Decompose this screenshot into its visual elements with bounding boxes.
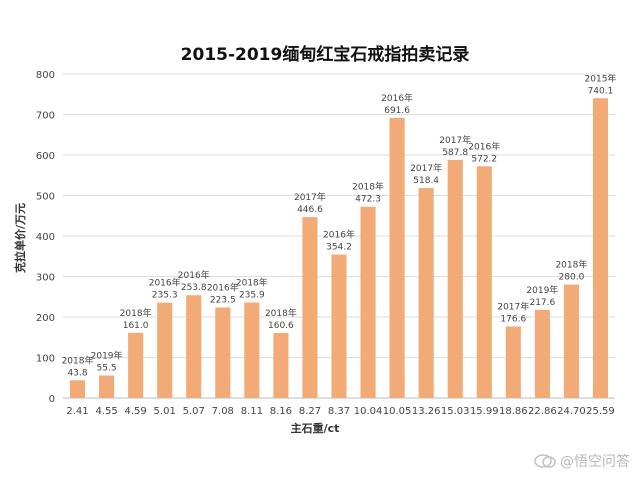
chart-title: 2015-2019缅甸红宝石戒指拍卖记录 [181, 44, 470, 65]
bar [128, 332, 144, 398]
bar [360, 206, 376, 398]
y-tick-label: 300 [36, 273, 55, 284]
value-label: 446.6 [297, 205, 323, 215]
year-label: 2018年 [120, 307, 152, 319]
value-label: 176.6 [500, 314, 526, 324]
x-tick-label: 10.04 [354, 406, 383, 417]
bar [389, 117, 405, 398]
y-tick-label: 600 [36, 151, 55, 162]
bar [99, 375, 115, 398]
year-label: 2015年 [585, 72, 617, 84]
bar [186, 295, 202, 398]
y-tick-label: 400 [36, 232, 55, 243]
year-label: 2019年 [526, 284, 558, 296]
x-tick-label: 2.41 [66, 406, 88, 417]
x-tick-label: 25.59 [586, 406, 615, 417]
x-tick-label: 24.70 [557, 406, 586, 417]
value-label: 572.2 [471, 154, 497, 164]
year-label: 2016年 [381, 92, 413, 104]
value-label: 161.0 [123, 321, 149, 331]
bar [592, 98, 609, 399]
year-label: 2018年 [352, 181, 384, 193]
value-label: 223.5 [210, 295, 236, 305]
value-label: 472.3 [355, 195, 381, 205]
value-label: 217.6 [529, 298, 555, 308]
bar [244, 302, 260, 398]
year-label: 2016年 [468, 140, 500, 152]
bar [69, 380, 86, 398]
watermark-text: @悟空问答 [560, 454, 630, 470]
chart-frame: 2015-2019缅甸红宝石戒指拍卖记录 0 100 200 300 400 500 600… [10, 22, 630, 454]
x-tick-label: 13.26 [412, 406, 441, 417]
y-axis-ticks: 0 100 200 300 400 500 600 700 800 [36, 70, 55, 405]
year-label: 2018年 [555, 259, 587, 271]
y-tick-label: 700 [36, 111, 55, 122]
value-label: 235.3 [152, 291, 178, 301]
x-tick-label: 7.08 [212, 406, 234, 417]
value-label: 740.1 [588, 86, 614, 96]
y-tick-label: 200 [36, 313, 55, 324]
x-tick-label: 8.37 [328, 406, 350, 417]
y-tick-label: 500 [36, 192, 55, 203]
ruby-ring-auction-chart: 2015-2019缅甸红宝石戒指拍卖记录 0 100 200 300 400 500 600… [13, 44, 617, 435]
bars [69, 98, 609, 399]
value-label: 253.8 [181, 283, 207, 293]
x-tick-label: 5.01 [154, 406, 176, 417]
year-label: 2018年 [265, 307, 297, 319]
value-label: 518.4 [413, 176, 439, 186]
year-label: 2016年 [323, 229, 355, 241]
year-label: 2016年 [149, 277, 181, 289]
bar [476, 166, 492, 398]
x-axis-ticks: 2.41 4.55 4.59 5.01 5.07 7.08 8.11 8.16 8.27 8.37… [66, 406, 614, 417]
bar [302, 217, 318, 398]
bar [273, 332, 289, 398]
value-label: 280.0 [559, 273, 585, 283]
y-axis-label: 克拉单价/万元 [13, 203, 27, 273]
y-tick-label: 0 [49, 394, 55, 405]
x-tick-label: 10.05 [383, 406, 412, 417]
value-label: 235.9 [239, 290, 265, 300]
chat-bubble-icon [534, 454, 556, 468]
watermark: @悟空问答 [534, 451, 630, 471]
x-axis-label: 主石重/ct [291, 421, 340, 435]
year-label: 2019年 [91, 350, 123, 362]
value-label: 691.6 [384, 106, 410, 116]
year-label: 2017年 [497, 300, 529, 312]
gridlines [63, 73, 615, 399]
y-tick-label: 100 [36, 354, 55, 365]
bar [563, 284, 579, 398]
x-tick-label: 5.07 [183, 406, 205, 417]
value-label: 354.2 [326, 243, 352, 253]
value-label: 43.8 [68, 368, 88, 378]
x-tick-label: 8.11 [241, 406, 263, 417]
x-tick-label: 8.27 [299, 406, 321, 417]
bar [418, 188, 434, 398]
bar [331, 254, 347, 398]
x-tick-label: 18.86 [499, 406, 528, 417]
x-tick-label: 15.99 [470, 406, 499, 417]
value-label: 55.5 [97, 364, 117, 374]
year-label: 2016年 [207, 281, 239, 293]
x-tick-label: 15.03 [441, 406, 470, 417]
bar [534, 309, 550, 398]
bar [215, 307, 231, 398]
y-tick-label: 800 [36, 70, 55, 81]
data-labels: 2018年43.82019年55.52018年161.02016年235.320… [62, 72, 617, 378]
value-label: 587.8 [442, 148, 468, 158]
year-label: 2016年 [178, 269, 210, 281]
year-label: 2017年 [410, 162, 442, 174]
bar [447, 159, 463, 398]
x-tick-label: 4.59 [124, 406, 146, 417]
x-tick-label: 8.16 [270, 406, 292, 417]
year-label: 2018年 [236, 276, 268, 288]
bar [505, 326, 521, 398]
year-label: 2017年 [294, 191, 326, 203]
year-label: 2017年 [439, 134, 471, 146]
x-tick-label: 22.86 [528, 406, 557, 417]
x-tick-label: 4.55 [95, 406, 117, 417]
bar [157, 302, 173, 398]
value-label: 160.6 [268, 321, 294, 331]
year-label: 2018年 [62, 354, 94, 366]
